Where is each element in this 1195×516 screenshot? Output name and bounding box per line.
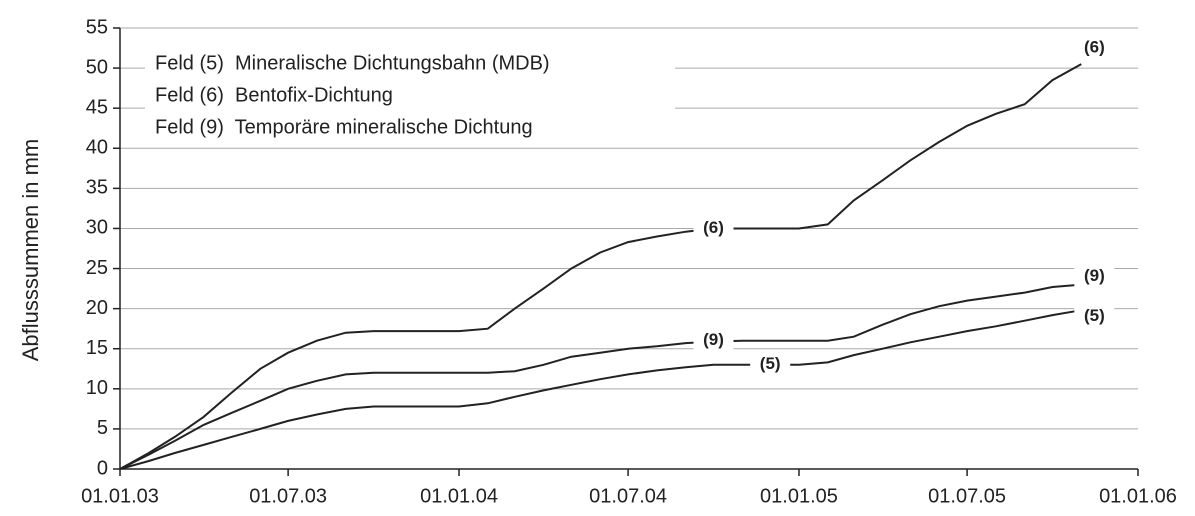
annotation: (6) — [703, 218, 724, 237]
x-tick-label: 01.01.06 — [1099, 485, 1177, 507]
annotation: (5) — [1084, 306, 1105, 325]
legend-box — [145, 45, 675, 145]
y-tick-label: 35 — [86, 177, 108, 199]
y-tick-label: 50 — [86, 56, 108, 78]
annotation-bg — [1074, 265, 1115, 288]
x-tick-label: 01.01.04 — [420, 485, 498, 507]
y-tick-label: 40 — [86, 137, 108, 159]
x-tick-label: 01.07.03 — [249, 485, 327, 507]
y-tick-label: 5 — [97, 417, 108, 439]
annotation-bg — [750, 353, 791, 376]
series-line — [119, 309, 1082, 470]
y-tick-label: 25 — [86, 257, 108, 279]
annotation-bg — [1074, 37, 1115, 60]
y-tick-label: 10 — [86, 377, 108, 399]
annotation-bg — [693, 217, 734, 240]
annotation-bg — [693, 329, 734, 352]
y-tick-label: 15 — [86, 337, 108, 359]
legend: Feld (5) Mineralische Dichtungsbahn (MDB… — [145, 45, 675, 145]
annotation-bg — [1074, 305, 1115, 328]
series-line — [119, 283, 1082, 470]
y-tick-label: 55 — [86, 16, 108, 38]
x-tick-label: 01.07.05 — [928, 485, 1006, 507]
annotation: (6) — [1084, 38, 1105, 57]
y-tick-label: 30 — [86, 217, 108, 239]
x-tick-label: 01.07.04 — [589, 485, 667, 507]
y-axis-label: Abflusssummen in mm — [18, 139, 43, 362]
annotation: (9) — [703, 330, 724, 349]
annotation: (9) — [1084, 266, 1105, 285]
legend-entry: Feld (5) Mineralische Dichtungsbahn (MDB… — [155, 52, 550, 74]
legend-entry: Feld (9) Temporäre mineralische Dichtung — [155, 116, 533, 138]
x-tick-label: 01.01.03 — [81, 485, 159, 507]
series-line — [119, 63, 1082, 470]
y-tick-label: 45 — [86, 96, 108, 118]
y-tick-label: 20 — [86, 297, 108, 319]
legend-entry: Feld (6) Bentofix-Dichtung — [155, 84, 393, 106]
y-tick-label: 0 — [97, 457, 108, 479]
annotation: (5) — [760, 354, 781, 373]
x-tick-label: 01.01.05 — [760, 485, 838, 507]
